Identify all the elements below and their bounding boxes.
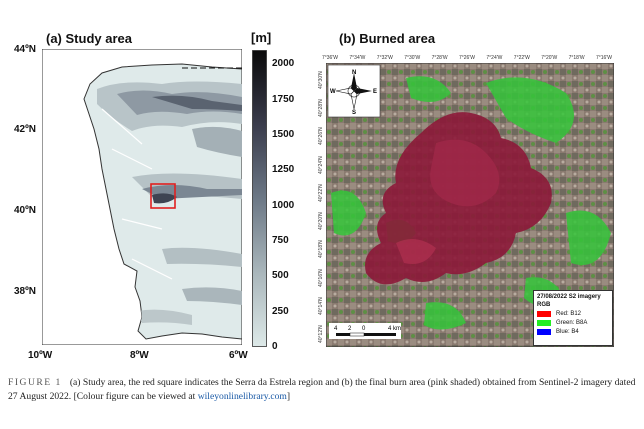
top-degree-label: 7°24'W <box>486 55 503 61</box>
top-degree-label: 7°26'W <box>459 55 476 61</box>
top-degree-label: 7°18'W <box>568 55 585 61</box>
caption-text: (a) Study area, the red square indicates… <box>8 377 636 402</box>
top-degree-label: 7°16'W <box>596 55 613 61</box>
colorbar-unit: [m] <box>251 30 272 45</box>
legend-title: 27/08/2022 S2 imagery <box>537 294 601 300</box>
lat-label-38: 38ºN <box>14 286 36 297</box>
legend-swatch-green <box>537 320 551 326</box>
elevation-colorbar <box>252 50 267 347</box>
left-degree-label: 40°22'N <box>318 184 324 202</box>
legend-label-red: Red: B12 <box>556 311 582 317</box>
top-degree-label: 7°28'W <box>431 55 448 61</box>
legend-item-blue: Blue: B4 <box>537 329 612 335</box>
colorbar-tick-0: 0 <box>272 341 278 352</box>
lon-label-8w: 8ºW <box>130 350 149 361</box>
caption-end: ] <box>286 391 291 402</box>
top-degree-label: 7°22'W <box>513 55 530 61</box>
scale-label-4km: 4 km <box>388 326 401 332</box>
top-degree-label: 7°36'W <box>322 55 339 61</box>
serra-da-estrela-marker <box>150 183 176 209</box>
legend-swatch-red <box>537 311 551 317</box>
lat-label-44: 44ºN <box>14 44 36 55</box>
left-degree-label: 40°28'N <box>318 99 324 118</box>
left-degree-label: 40°18'N <box>318 240 324 259</box>
compass-s: S <box>352 110 356 116</box>
lat-label-40: 40ºN <box>14 205 36 216</box>
colorbar-tick-1000: 1000 <box>272 199 295 211</box>
study-area-map <box>42 49 242 345</box>
panel-b-title: (b) Burned area <box>339 31 436 46</box>
lat-label-42: 42ºN <box>14 124 36 135</box>
colorbar-tick-250: 250 <box>272 305 289 317</box>
colorbar-tick-2000: 2000 <box>272 58 295 70</box>
colorbar-tick-500: 500 <box>272 270 289 282</box>
compass-rose-icon <box>335 73 372 110</box>
compass-n: N <box>352 70 356 76</box>
left-degree-label: 40°14'N <box>318 297 324 315</box>
scale-label-4: 4 <box>334 326 338 332</box>
figure-label: FIGURE 1 <box>8 377 62 388</box>
panel-a-title: (a) Study area <box>46 31 132 46</box>
colorbar-tick-1500: 1500 <box>272 128 295 140</box>
lon-label-10w: 10ºW <box>28 350 53 361</box>
legend-label-green: Green: B8A <box>556 320 588 326</box>
figure-caption: FIGURE 1 (a) Study area, the red square i… <box>8 376 636 404</box>
top-degree-label: 7°34'W <box>349 55 366 61</box>
top-degree-label: 7°20'W <box>541 55 558 61</box>
lon-label-6w: 6ºW <box>229 350 248 361</box>
caption-link[interactable]: wileyonlinelibrary.com <box>197 391 287 402</box>
legend-item-green: Green: B8A <box>537 320 612 326</box>
left-degree-label: 40°20'N <box>318 212 324 231</box>
scale-label-0: 0 <box>362 326 366 332</box>
left-degree-label: 40°12'N <box>318 325 324 343</box>
scale-bar <box>336 332 396 337</box>
colorbar-tick-750: 750 <box>272 234 289 246</box>
left-degree-label: 40°24'N <box>318 155 324 174</box>
left-degree-label: 40°16'N <box>318 268 324 287</box>
top-degree-label: 7°32'W <box>376 55 393 61</box>
legend-swatch-blue <box>537 329 551 335</box>
legend-label-blue: Blue: B4 <box>556 329 579 335</box>
legend-item-red: Red: B12 <box>537 311 612 317</box>
compass-w: W <box>330 89 336 95</box>
left-degree-label: 40°30'N <box>318 71 324 89</box>
compass-e: E <box>373 89 377 95</box>
scale-label-2: 2 <box>348 326 352 332</box>
colorbar-tick-1750: 1750 <box>272 93 295 105</box>
legend-subtitle: RGB <box>537 302 551 308</box>
elevation-relief <box>97 81 242 325</box>
colorbar-tick-1250: 1250 <box>272 164 295 176</box>
imagery-legend: 27/08/2022 S2 imagery RGB Red: B12 Green… <box>533 290 613 346</box>
left-degree-label: 40°26'N <box>318 127 324 146</box>
top-degree-label: 7°30'W <box>404 55 421 61</box>
